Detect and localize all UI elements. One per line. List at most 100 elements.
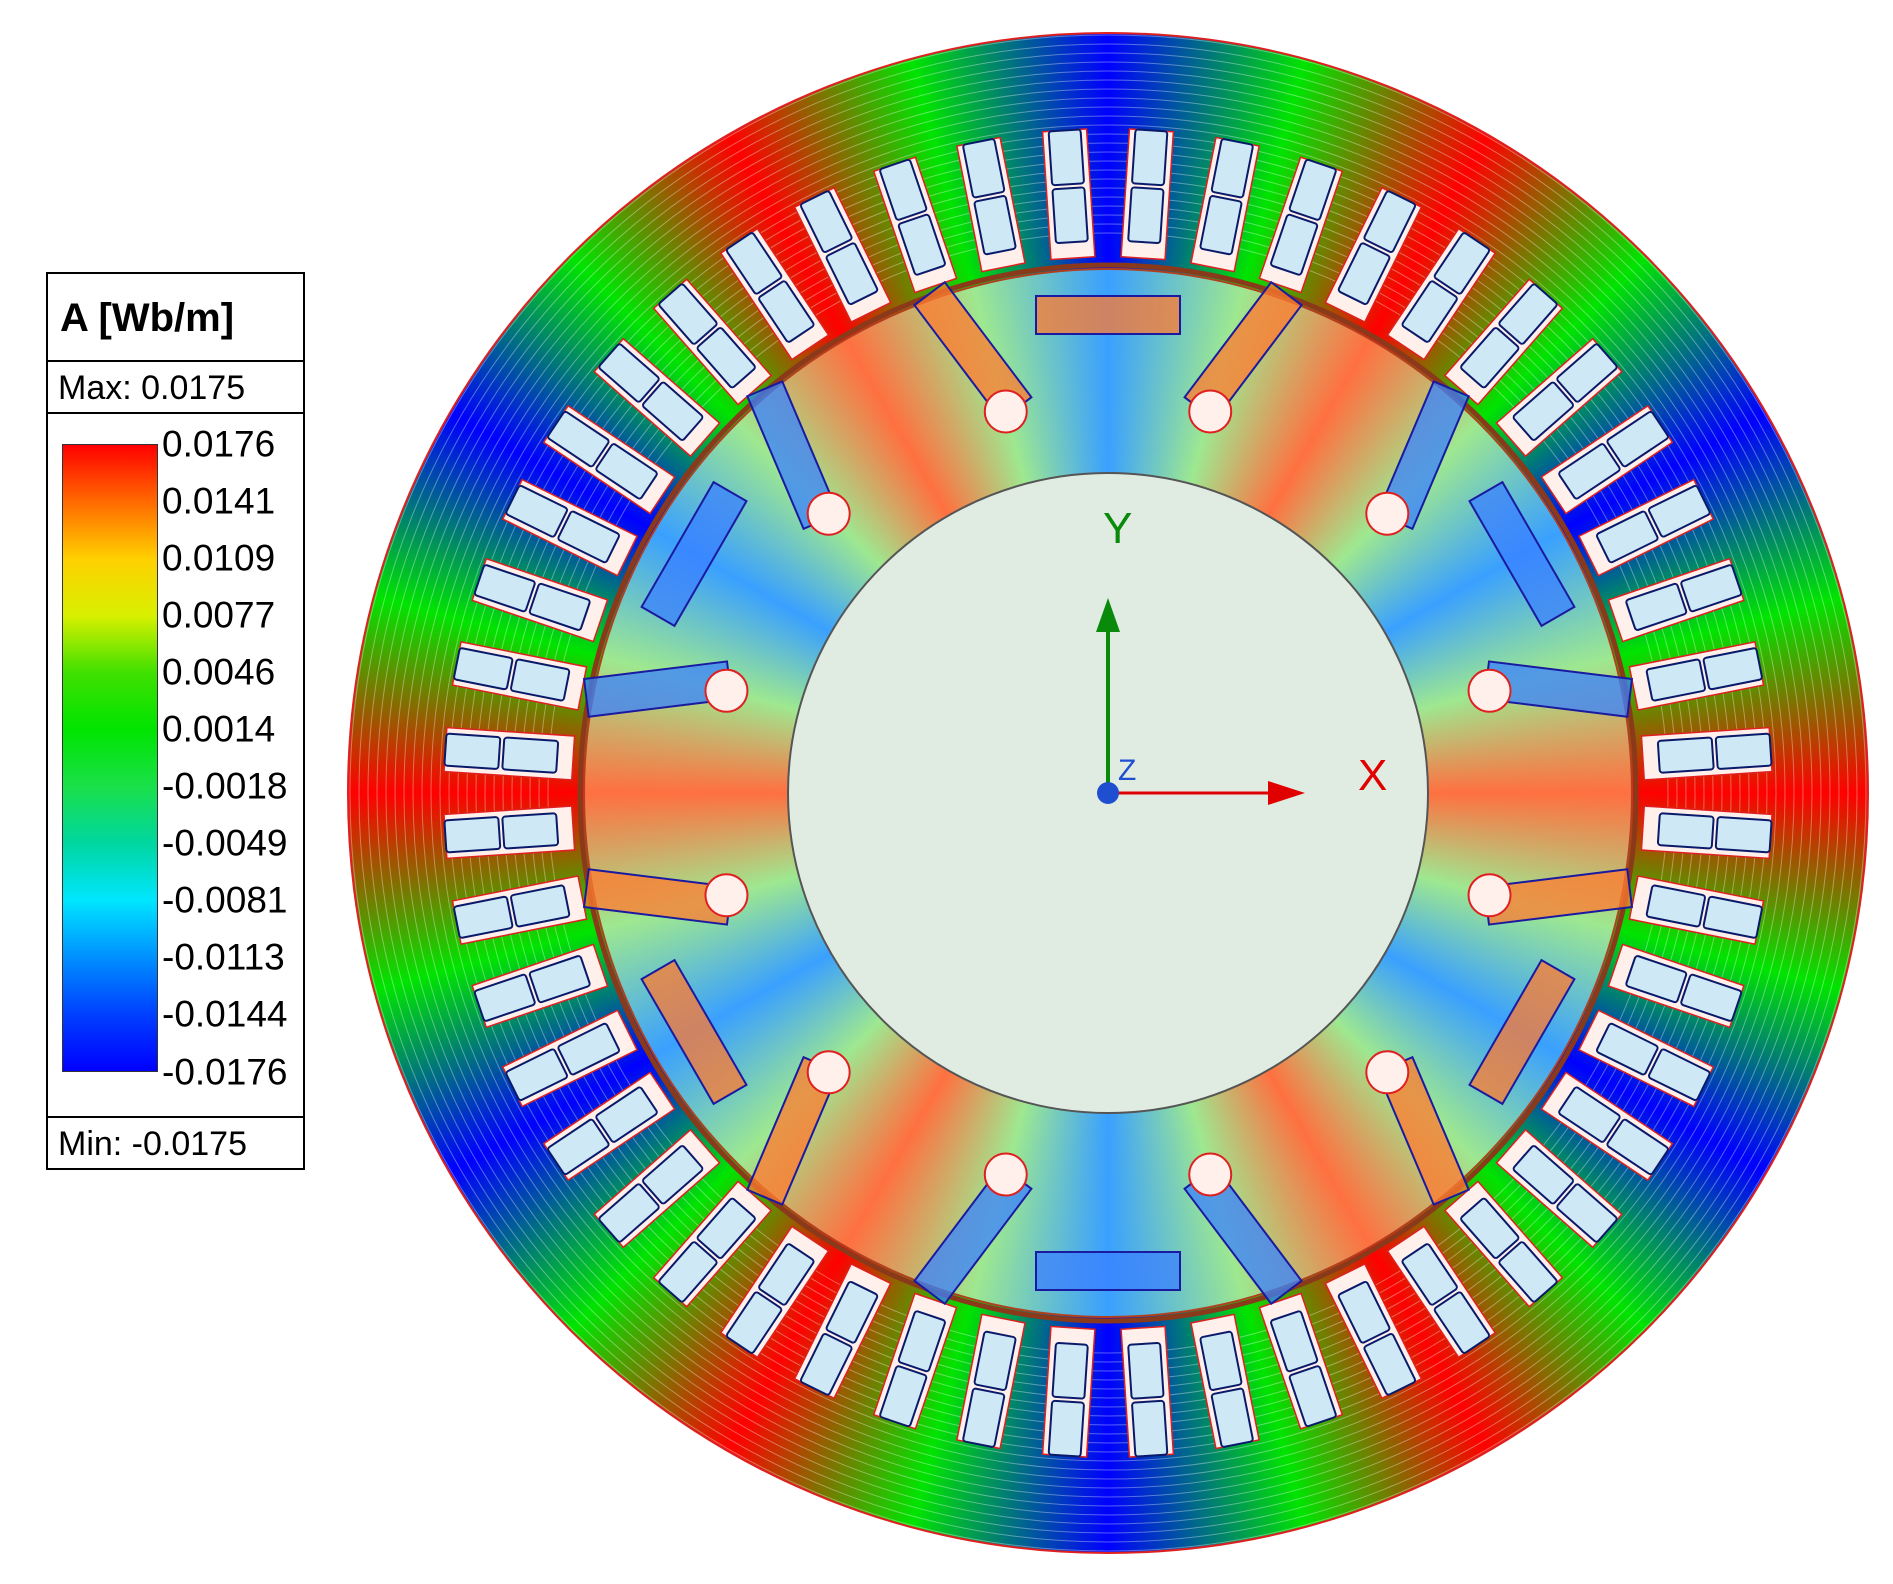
- rotor-hole: [1188, 389, 1233, 434]
- stator-slot: [1640, 726, 1773, 781]
- stator-slot: [793, 1262, 892, 1400]
- slot-conductor: [1556, 1183, 1618, 1243]
- slot-conductor: [696, 327, 756, 389]
- slot-conductor: [1460, 327, 1520, 389]
- field-line: [547, 232, 1669, 1354]
- stator-slot: [542, 1071, 676, 1182]
- slot-conductor: [1648, 484, 1711, 538]
- slot-conductor: [642, 1145, 704, 1205]
- field-line: [502, 187, 1714, 1399]
- stator-slot: [956, 1313, 1026, 1450]
- slot-conductor: [1596, 1022, 1659, 1076]
- magnet-body: [640, 480, 748, 628]
- slot-conductor: [1606, 410, 1669, 468]
- slot-conductor: [1498, 283, 1558, 345]
- slot-conductor: [528, 955, 591, 1004]
- slot-conductor: [897, 213, 946, 276]
- slot-conductor: [1401, 280, 1458, 343]
- field-line: [475, 160, 1741, 1426]
- field-line: [448, 133, 1768, 1453]
- field-line: [367, 52, 1849, 1534]
- stator-outer-edge: [347, 32, 1869, 1554]
- legend-tick: -0.0144: [162, 993, 288, 1035]
- stator-slot: [872, 1292, 958, 1430]
- stator-slot: [501, 1009, 639, 1108]
- slot-conductor: [962, 1387, 1006, 1448]
- legend-tick: 0.0077: [162, 594, 276, 636]
- rotor-hole: [806, 1050, 851, 1095]
- rotor-hole: [1188, 1152, 1233, 1197]
- slot-conductor: [598, 343, 660, 403]
- z-axis-label: Z: [1118, 754, 1136, 787]
- slot-conductor: [1433, 232, 1491, 295]
- slot-conductor: [1645, 884, 1706, 928]
- stator-slot: [719, 1225, 830, 1359]
- slot-conductor: [1131, 1399, 1169, 1458]
- stator-slot: [1120, 128, 1175, 261]
- slot-conductor: [501, 736, 560, 774]
- slot-conductor: [443, 732, 502, 770]
- stator-slot: [1495, 1128, 1623, 1249]
- field-line: [520, 205, 1696, 1381]
- slot-conductor: [962, 138, 1006, 199]
- slot-conductor: [1648, 1048, 1711, 1102]
- legend-tick: 0.0141: [162, 480, 276, 522]
- slot-conductor: [505, 1048, 568, 1102]
- rotor-magnet: [640, 958, 748, 1106]
- y-axis-label: Y: [1103, 504, 1132, 553]
- legend-color-bar: [62, 444, 158, 1072]
- rotor-magnet: [1468, 958, 1576, 1106]
- x-axis-arrow-icon: [1268, 781, 1305, 805]
- slot-conductor: [547, 410, 610, 468]
- slot-conductor: [501, 812, 560, 850]
- stator-slot: [1607, 557, 1745, 643]
- legend-max: Max: 0.0175: [48, 362, 303, 414]
- legend-scale: 0.0176 0.0141 0.0109 0.0077 0.0046 0.001…: [48, 414, 303, 1116]
- slot-conductor: [1363, 190, 1417, 253]
- slot-conductor: [1625, 955, 1688, 1004]
- slot-conductor: [443, 816, 502, 854]
- rotor-hole: [704, 668, 749, 713]
- slot-conductor: [1270, 213, 1319, 276]
- legend-title: A [Wb/m]: [48, 274, 303, 362]
- field-line: [385, 70, 1831, 1516]
- stator-slot: [652, 278, 773, 406]
- rotor-magnet: [640, 480, 748, 628]
- rotor-hole: [1467, 873, 1512, 918]
- legend-tick: -0.0176: [162, 1051, 288, 1093]
- rotor-magnet: [1035, 295, 1181, 335]
- slot-conductor: [453, 895, 514, 939]
- field-line: [484, 169, 1732, 1417]
- field-line: [430, 115, 1786, 1471]
- slot-conductor: [595, 443, 658, 500]
- slot-conductor: [1512, 381, 1574, 441]
- slot-conductor: [696, 1197, 756, 1259]
- slot-conductor: [557, 1022, 620, 1076]
- legend-tick: -0.0113: [162, 936, 285, 978]
- slot-conductor: [598, 1183, 660, 1243]
- field-line: [421, 106, 1795, 1480]
- slot-conductor: [1714, 816, 1773, 854]
- slot-conductor: [473, 564, 536, 613]
- stator-slot: [471, 943, 609, 1029]
- stator-slot: [1324, 1262, 1423, 1400]
- slot-conductor: [758, 1243, 815, 1306]
- stator-slot: [1120, 1325, 1175, 1458]
- slot-conductor: [725, 1291, 783, 1354]
- field-line: [493, 178, 1723, 1408]
- field-line: [376, 61, 1840, 1525]
- stator-slot: [1041, 1325, 1096, 1458]
- slot-conductor: [1625, 582, 1688, 631]
- stator-slot: [443, 805, 576, 860]
- legend-tick: 0.0176: [162, 423, 276, 465]
- stator-slot: [443, 726, 576, 781]
- slot-conductor: [1656, 736, 1715, 774]
- rotor-hole: [983, 389, 1028, 434]
- slot-conductor: [1656, 812, 1715, 850]
- slot-conductor: [1337, 242, 1391, 305]
- field-line: [394, 79, 1822, 1507]
- z-axis-dot-icon: [1097, 782, 1119, 804]
- slot-conductor: [453, 647, 514, 691]
- stator-slot: [1258, 156, 1344, 294]
- rotor-hole: [1467, 668, 1512, 713]
